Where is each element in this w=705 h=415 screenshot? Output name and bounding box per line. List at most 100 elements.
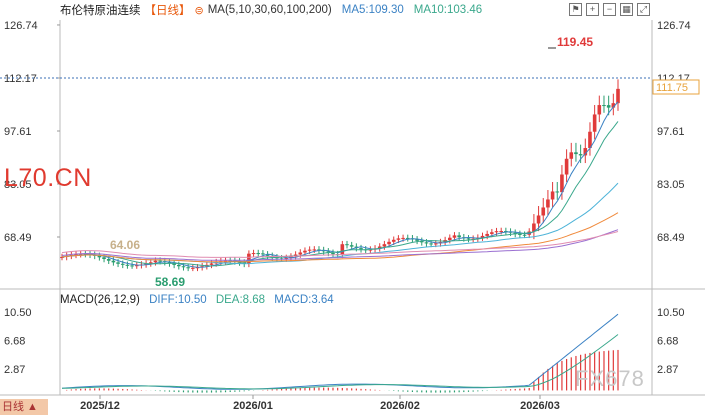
candle-body — [69, 254, 74, 256]
candle-body — [167, 262, 172, 264]
macd-tick-left: 10.50 — [4, 307, 32, 319]
fullscreen-icon[interactable]: ⤢ — [637, 3, 650, 16]
candle-body — [564, 158, 569, 175]
candle-body — [485, 233, 489, 236]
candle-body — [541, 207, 546, 216]
candle-body — [583, 148, 588, 156]
candle-body — [97, 255, 102, 258]
candle-body — [172, 263, 176, 265]
candle-body — [480, 235, 485, 238]
candle-body — [125, 264, 130, 266]
candle-body — [405, 237, 410, 239]
candle-body — [518, 233, 522, 235]
candle-body — [134, 265, 139, 267]
candle-body — [588, 131, 592, 149]
candle-body — [251, 253, 256, 255]
x-tick-label: 2025/12 — [80, 400, 120, 412]
ma200-line — [61, 231, 619, 258]
macd-tick-right: 2.87 — [657, 364, 678, 376]
macd-value: MACD:3.64 — [274, 294, 334, 306]
candle-body — [200, 266, 204, 268]
candle-body — [349, 245, 354, 247]
zoom-in-icon[interactable]: + — [586, 3, 599, 16]
period-stamp: 日线 ▲ — [0, 399, 48, 415]
candle-body — [60, 256, 64, 258]
x-tick-label: 2026/02 — [380, 400, 420, 412]
candle-body — [391, 239, 396, 242]
candle-body — [457, 235, 461, 238]
macd-dea: DEA:8.68 — [215, 294, 266, 306]
candle-body — [130, 265, 134, 267]
candle-body — [265, 254, 270, 256]
flag-icon[interactable]: ⚑ — [569, 3, 582, 16]
candle-body — [312, 249, 317, 251]
current-price-value: 111.75 — [656, 82, 688, 94]
candle-body — [466, 238, 471, 240]
candle-body — [578, 154, 583, 156]
mid-annotation: 64.06 — [110, 238, 140, 252]
candle-body — [419, 240, 424, 243]
candle-body — [247, 253, 251, 264]
candle-body — [317, 249, 321, 251]
candle-body — [592, 114, 597, 132]
x-tick-label: 2026/03 — [520, 400, 560, 412]
zoom-out-icon[interactable]: − — [603, 3, 616, 16]
settings-icon[interactable]: ⊜ — [194, 4, 204, 17]
candle-body — [223, 260, 228, 262]
candle-body — [368, 249, 373, 251]
candle-body — [387, 241, 391, 245]
ma10-line — [61, 121, 619, 267]
macd-diff: DIFF:10.50 — [149, 294, 207, 306]
macd-label: MACD(26,12,9) — [60, 294, 140, 306]
candle-body — [326, 251, 331, 253]
macd-dea-line — [62, 334, 619, 390]
candle-body — [377, 246, 382, 249]
candle-body — [186, 267, 190, 269]
grid-icon[interactable]: ▦ — [620, 3, 633, 16]
candle-body — [158, 260, 162, 262]
period-label[interactable]: 【日线】 — [144, 5, 191, 17]
x-tick-label: 2026/01 — [233, 400, 273, 412]
low-annotation: 58.69 — [155, 275, 185, 289]
candle-body — [429, 243, 433, 245]
candle-body — [256, 253, 261, 255]
candle-body — [560, 174, 564, 193]
candle-body — [494, 231, 499, 233]
candle-body — [78, 253, 83, 255]
candle-body — [546, 199, 550, 208]
ma10-value: MA10:103.46 — [413, 4, 483, 16]
candle-body — [331, 252, 335, 255]
candle-body — [148, 262, 153, 264]
candle-body — [209, 263, 214, 265]
candle-body — [536, 215, 541, 224]
candle-body — [284, 257, 289, 259]
macd-tick-right: 10.50 — [657, 307, 685, 319]
candle-body — [433, 243, 438, 245]
candle-body — [415, 239, 419, 241]
high-annotation: 119.45 — [557, 35, 593, 49]
candle-body — [513, 232, 518, 234]
candle-body — [359, 248, 363, 250]
candle-body — [106, 258, 111, 261]
candle-body — [298, 252, 303, 255]
chart-header: 布伦特原油连续 【日线】 ⊜ MA(5,10,30,60,100,200) MA… — [0, 0, 482, 20]
ma-params: MA(5,10,30,60,100,200) — [207, 4, 332, 16]
candle-body — [396, 238, 401, 240]
price-tick-right: 97.61 — [657, 126, 685, 138]
candle-body — [602, 105, 606, 107]
price-tick-left: 126.74 — [4, 20, 38, 32]
price-tick-left: 68.49 — [4, 232, 32, 244]
candle-body — [597, 105, 602, 115]
candle-body — [550, 191, 555, 200]
instrument-title: 布伦特原油连续 — [60, 5, 141, 17]
candle-body — [153, 260, 158, 263]
ma5-value: MA5:109.30 — [341, 4, 404, 16]
current-price-tag — [652, 79, 700, 95]
price-tick-right: 83.05 — [657, 179, 685, 191]
candle-body — [191, 267, 195, 269]
ma5-line — [61, 101, 619, 268]
macd-diff-line — [61, 313, 619, 390]
candle-body — [74, 254, 78, 256]
price-tick-left: 97.61 — [4, 126, 32, 138]
